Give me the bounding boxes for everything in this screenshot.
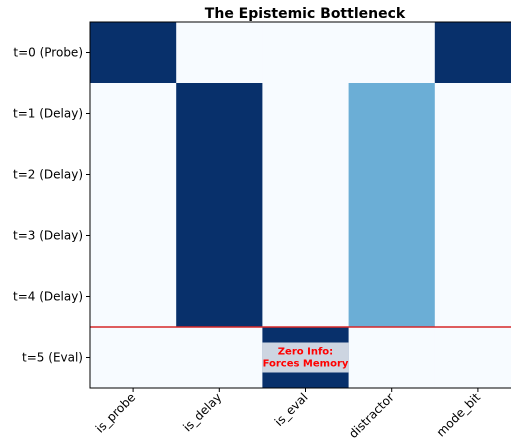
x-tick-label: is_probe <box>93 390 138 435</box>
y-tick-label: t=1 (Delay) <box>13 107 83 121</box>
x-tick-label: mode_bit <box>434 390 483 439</box>
heatmap-cell <box>434 22 511 84</box>
heatmap-cell <box>176 22 263 84</box>
x-tick-label: is_eval <box>272 390 311 429</box>
x-tick-label: is_delay <box>180 390 224 434</box>
heatmap-cell <box>176 83 263 145</box>
heatmap-cell <box>348 205 436 267</box>
heatmap-cells <box>90 22 511 389</box>
annotation-text: Zero Info: <box>278 347 333 358</box>
heatmap-cell <box>176 144 263 206</box>
y-tick-label: t=2 (Delay) <box>13 168 83 182</box>
y-tick-label: t=4 (Delay) <box>13 290 83 304</box>
heatmap-cell <box>176 266 263 328</box>
annotation-layer: Zero Info:Forces Memory <box>262 342 349 373</box>
heatmap-cell <box>348 266 436 328</box>
y-axis: t=0 (Probe) t=1 (Delay) t=2 (Delay) t=3 (De… <box>13 46 90 365</box>
heatmap-cell <box>348 83 436 145</box>
plot-frame <box>89 21 511 389</box>
heatmap-cell <box>348 327 436 389</box>
heatmap-cell <box>262 266 349 328</box>
heatmap-cell <box>434 144 511 206</box>
annotation-box <box>262 342 349 373</box>
heatmap-cell <box>262 22 349 84</box>
y-tick-label: t=5 (Eval) <box>22 351 83 365</box>
heatmap-cell <box>176 327 263 389</box>
y-tick-label: t=3 (Delay) <box>13 229 83 243</box>
heatmap-cell <box>262 83 349 145</box>
heatmap-cell <box>348 144 436 206</box>
heatmap-cell <box>434 205 511 267</box>
heatmap-cell <box>90 22 177 84</box>
heatmap-cell <box>262 144 349 206</box>
heatmap-cell <box>90 144 177 206</box>
heatmap-cell <box>434 266 511 328</box>
x-axis: is_probe is_delay is_eval distractor mode_bi… <box>93 388 483 441</box>
heatmap-cell <box>348 22 436 84</box>
annotation-text: Forces Memory <box>263 359 349 370</box>
y-tick-label: t=0 (Probe) <box>13 46 83 60</box>
heatmap-cell <box>434 83 511 145</box>
heatmap-cell <box>176 205 263 267</box>
heatmap-cell <box>90 83 177 145</box>
heatmap-cell <box>90 266 177 328</box>
heatmap-cell <box>262 205 349 267</box>
heatmap-cell <box>90 205 177 267</box>
chart-title: The Epistemic Bottleneck <box>205 6 406 22</box>
x-tick-label: distractor <box>346 390 397 441</box>
heatmap-cell <box>90 327 177 389</box>
heatmap-cell <box>434 327 511 389</box>
